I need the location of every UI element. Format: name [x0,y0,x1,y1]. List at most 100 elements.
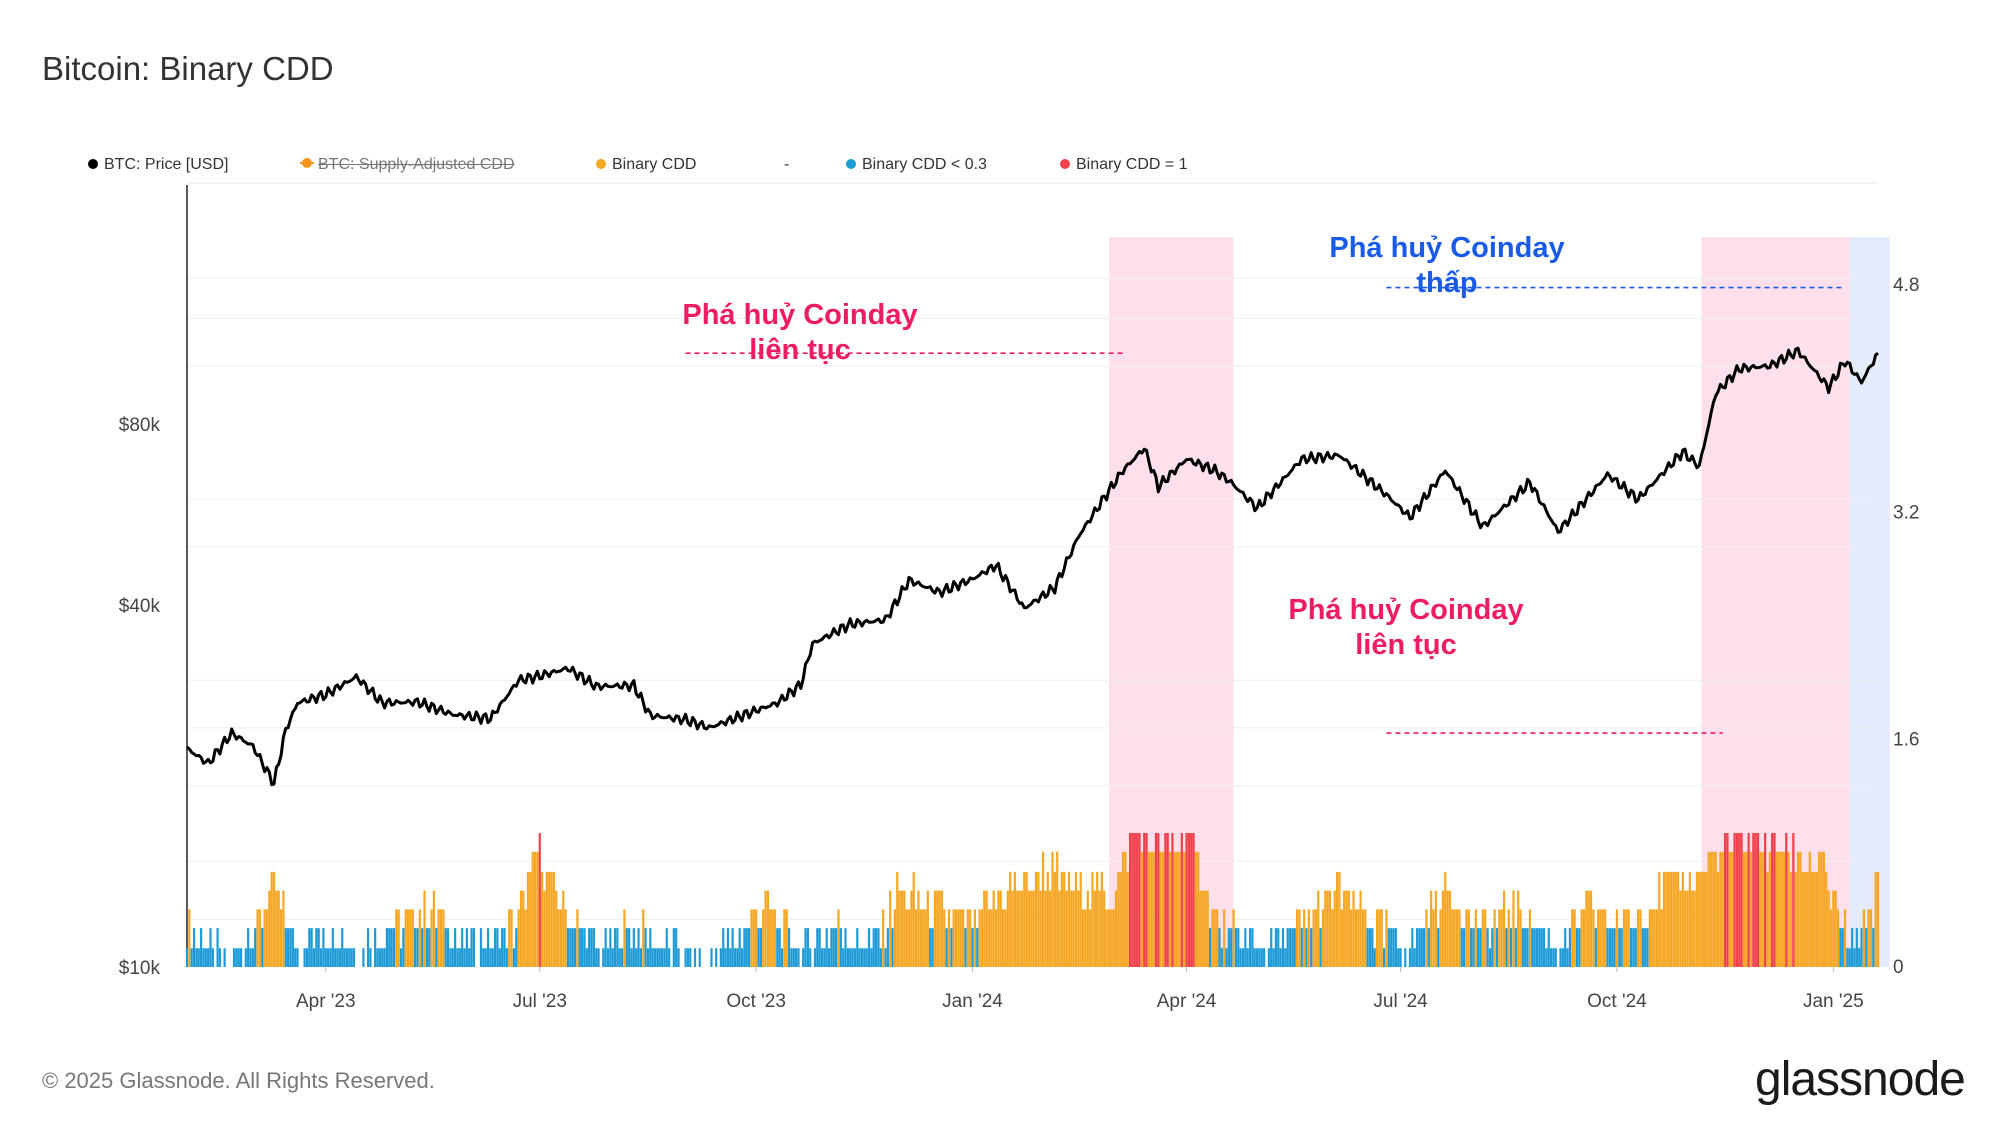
cdd-bar [1418,928,1421,967]
cdd-bar [1775,851,1778,967]
cdd-bar [1225,948,1228,967]
cdd-bar [1375,909,1379,967]
cdd-bar [1872,928,1875,967]
right-tick-label: 4.8 [1893,275,1919,296]
cdd-bar [334,948,337,967]
legend-item-1[interactable]: BTC: Supply-Adjusted CDD [300,156,515,174]
cdd-bar [1361,909,1365,967]
cdd-bar [999,890,1002,967]
cdd-bar [1152,851,1155,967]
cdd-bar [663,948,666,967]
cdd-bar [1230,928,1233,967]
cdd-bar [324,948,327,967]
cdd-bar [632,928,635,967]
cdd-bar [223,948,226,967]
cdd-bar [790,948,793,967]
cdd-bar [635,948,638,967]
cdd-bar [1223,909,1226,967]
cdd-bar [1467,909,1470,967]
cdd-bar [1218,928,1221,967]
cdd-bar [305,948,309,967]
cdd-bar [1030,890,1033,967]
legend-item-0[interactable]: BTC: Price [USD] [88,156,228,174]
cdd-bar [1013,871,1016,967]
cdd-bar [590,928,593,967]
cdd-bar [1601,909,1604,967]
cdd-bar [1161,851,1165,967]
cdd-bar [319,948,323,967]
cdd-bar [1773,833,1776,967]
cdd-bar [1124,851,1127,967]
cdd-bar [1070,890,1073,967]
cdd-bar [458,948,461,967]
cdd-bar [776,928,779,967]
cdd-bar [1253,948,1256,967]
legend-item-4[interactable]: Binary CDD < 0.3 [846,156,987,174]
cdd-bar [957,909,960,967]
cdd-bar [555,890,558,967]
cdd-bar [665,928,668,967]
cdd-bar [1074,871,1078,967]
shaded-region-0 [1108,237,1234,967]
cdd-bar [750,909,753,967]
cdd-bar [249,948,252,967]
cdd-bar [348,948,351,967]
cdd-bar [1293,928,1296,967]
cdd-bar [1241,948,1245,967]
cdd-bar [1213,909,1216,967]
cdd-bar [818,928,821,967]
cdd-bar [628,928,631,967]
cdd-bar [1653,909,1656,967]
cdd-bar [414,928,417,967]
cdd-bar [1486,928,1489,967]
cdd-bar [597,948,600,967]
cdd-bar [1133,833,1136,967]
cdd-bar [1493,909,1496,967]
cdd-bar [1430,890,1433,967]
cdd-bar [404,909,407,967]
cdd-bar [1604,909,1607,967]
cdd-bar [247,928,250,967]
cdd-bar [1472,928,1475,967]
cdd-bar [889,890,892,967]
legend-label: - [784,156,790,173]
cdd-bar [787,928,791,967]
legend-item-3[interactable]: - [784,156,789,174]
cdd-bar [541,871,544,967]
cdd-bar [1345,890,1348,967]
cdd-bar [1561,948,1564,967]
cdd-bar [296,948,299,967]
cdd-bar [882,909,885,967]
legend-marker [596,159,606,169]
cdd-bar [454,928,457,967]
legend-item-5[interactable]: Binary CDD = 1 [1060,156,1188,174]
shaded-region-2 [1849,237,1890,967]
legend-marker [846,159,856,169]
cdd-bar [971,928,974,967]
cdd-bar [272,871,276,967]
cdd-bar [1547,928,1550,967]
cdd-bar [331,928,334,967]
cdd-bar [1622,909,1626,967]
cdd-bar [1606,928,1609,967]
cdd-bar [1150,851,1153,967]
cdd-bar [1639,909,1642,967]
cdd-bar [743,928,746,967]
cdd-bar [493,928,497,967]
cdd-bar [755,909,758,967]
chart-title: Bitcoin: Binary CDD [42,50,334,87]
cdd-bar [1658,871,1661,967]
cdd-bar [851,948,854,967]
cdd-bar [1662,871,1666,967]
cdd-bar [644,928,647,967]
cdd-bar [1194,851,1198,967]
cdd-bar [1764,833,1767,967]
cdd-bar [486,928,490,967]
cdd-bar [461,928,464,967]
cdd-bar [1540,928,1543,967]
cdd-bar [406,909,410,967]
legend-item-2[interactable]: Binary CDD [596,156,696,174]
cdd-bar [1858,948,1861,967]
cdd-bar [524,909,527,967]
cdd-bar [1291,928,1294,967]
